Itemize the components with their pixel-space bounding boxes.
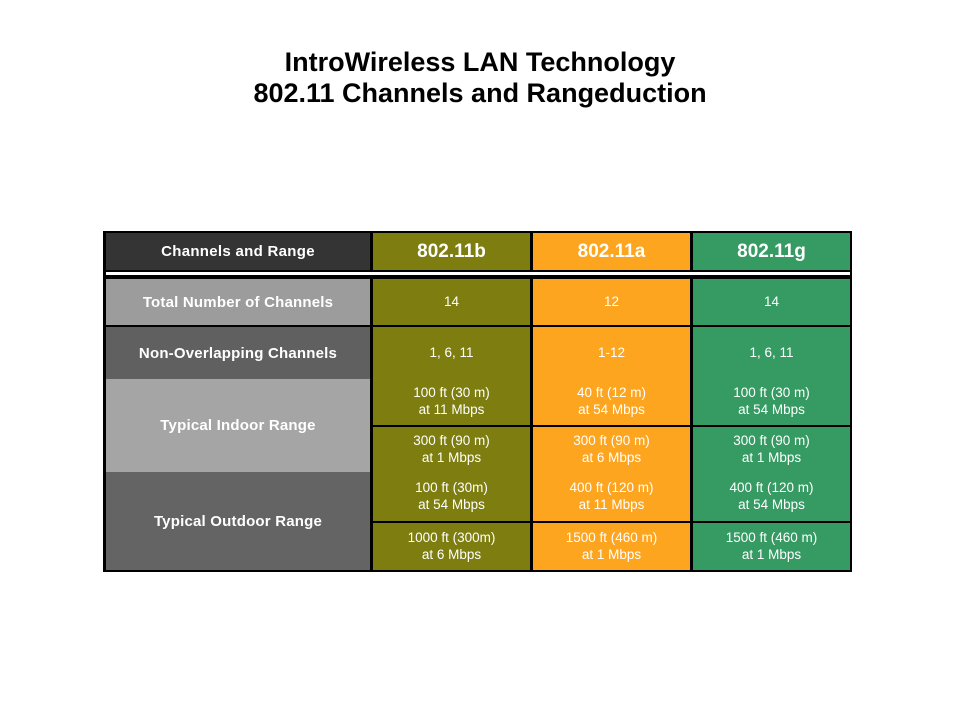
divider-line [533,425,690,427]
cell-b-total-channels: 14 [443,293,460,309]
row-label-outdoor-range: Typical Outdoor Range [106,472,370,570]
row-label-column: Total Number of Channels Non-Overlapping… [106,279,370,570]
cell-g-outdoor-range-2: 1500 ft (460 m) at 1 Mbps [725,529,818,562]
row-label-indoor-range: Typical Indoor Range [106,379,370,472]
column-802-11a: 12 1-12 40 ft (12 m) at 54 Mbps 300 ft (… [530,279,690,570]
cell-b-non-overlapping: 1, 6, 11 [429,344,474,360]
column-802-11g: 14 1, 6, 11 100 ft (30 m) at 54 Mbps 300… [690,279,850,570]
column-header-802-11g: 802.11g [690,233,850,270]
divider-line [693,521,850,523]
cell-a-total-channels: 12 [603,293,620,309]
cell-b-indoor-range-1: 100 ft (30 m) at 11 Mbps [413,385,490,417]
divider-line [373,325,530,327]
table-body: Total Number of Channels Non-Overlapping… [106,279,850,570]
cell-g-non-overlapping: 1, 6, 11 [749,344,794,360]
cell-b-outdoor-range-1: 100 ft (30m) at 54 Mbps [415,479,488,512]
cell-g-indoor-range-1: 100 ft (30 m) at 54 Mbps [733,385,810,417]
column-802-11b: 14 1, 6, 11 100 ft (30 m) at 11 Mbps 300… [370,279,530,570]
divider-line [373,425,530,427]
cell-a-outdoor-range-2: 1500 ft (460 m) at 1 Mbps [565,529,658,562]
table-header-row: Channels and Range 802.11b 802.11a 802.1… [106,233,850,272]
slide-title: IntroWireless LAN Technology 802.11 Chan… [0,47,960,110]
cell-b-indoor-range-2: 300 ft (90 m) at 1 Mbps [413,432,490,465]
divider-line [693,325,850,327]
cell-a-non-overlapping: 1-12 [597,344,626,360]
cell-a-outdoor-range-1: 400 ft (120 m) at 11 Mbps [569,479,654,512]
row-label-total-channels: Total Number of Channels [106,279,370,325]
column-header-802-11a: 802.11a [530,233,690,270]
corner-header: Channels and Range [106,233,370,270]
divider-line [106,275,850,279]
cell-a-indoor-range-2: 300 ft (90 m) at 6 Mbps [573,432,650,465]
title-line-1: IntroWireless LAN Technology [284,47,676,77]
title-line-2: 802.11 Channels and Rangeduction [253,78,707,109]
header-separator [106,272,850,279]
cell-g-indoor-range-2: 300 ft (90 m) at 1 Mbps [733,432,810,465]
divider-line [533,325,690,327]
channels-and-range-table: Channels and Range 802.11b 802.11a 802.1… [103,231,852,572]
divider-line [373,521,530,523]
column-header-802-11b: 802.11b [370,233,530,270]
cell-a-indoor-range-1: 40 ft (12 m) at 54 Mbps [576,385,647,417]
divider-line [693,425,850,427]
row-label-non-overlapping: Non-Overlapping Channels [106,327,370,379]
divider-line [106,325,370,327]
cell-b-outdoor-range-2: 1000 ft (300m) at 6 Mbps [407,529,496,562]
divider-line [533,521,690,523]
cell-g-outdoor-range-1: 400 ft (120 m) at 54 Mbps [729,479,814,512]
cell-g-total-channels: 14 [763,293,780,309]
